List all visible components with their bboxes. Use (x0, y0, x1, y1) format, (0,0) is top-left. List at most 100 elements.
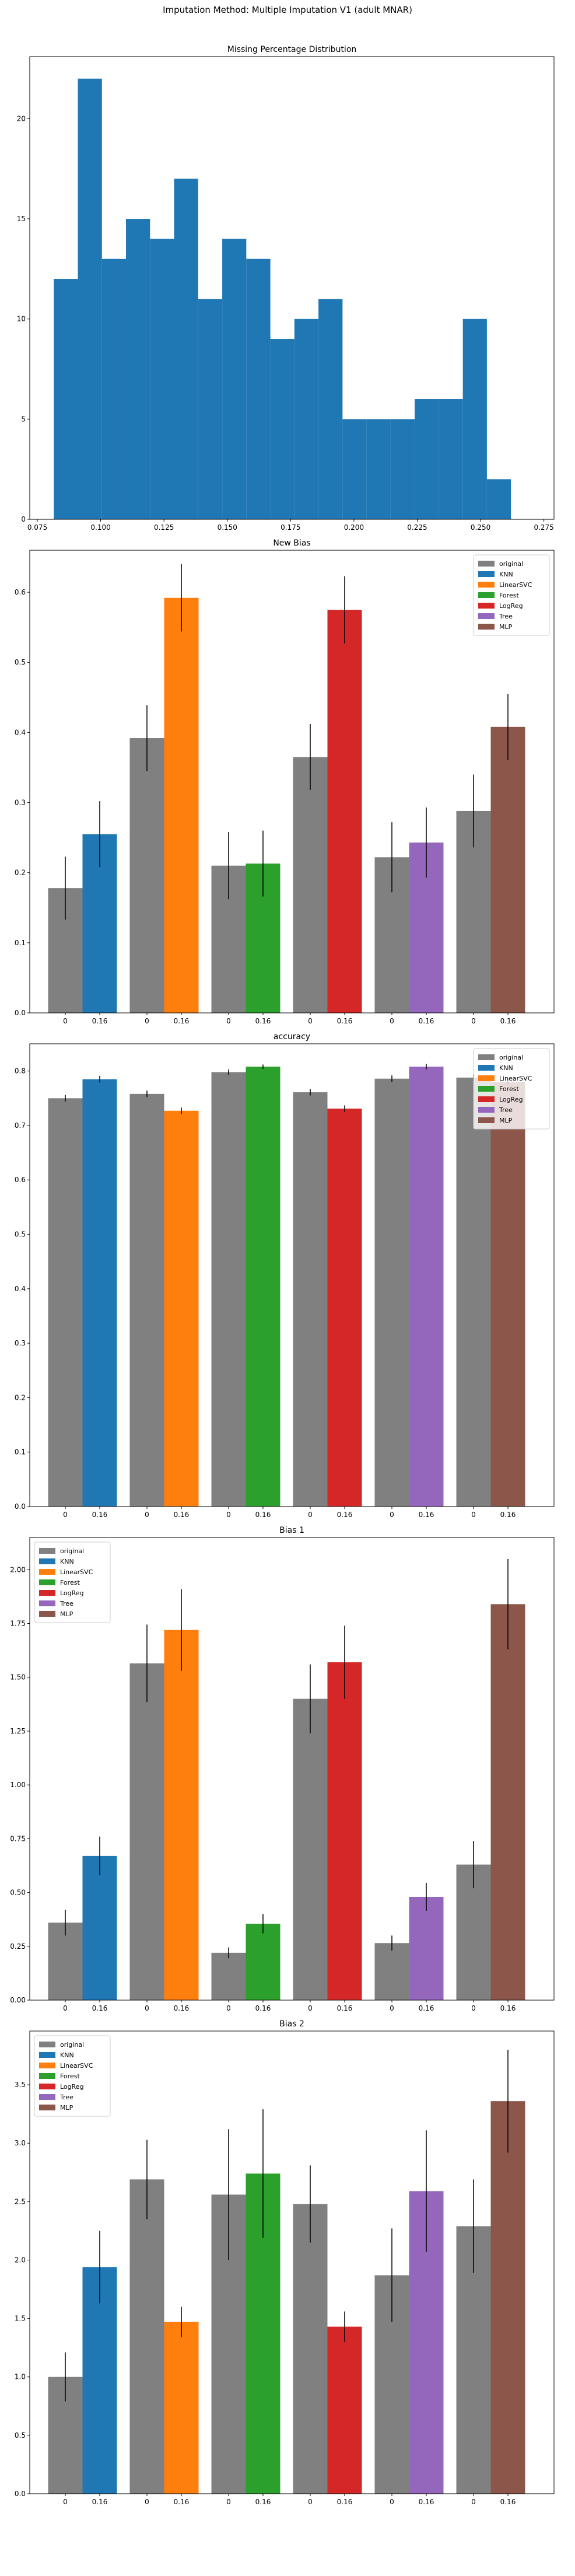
bar-linearsvc (164, 1110, 199, 1507)
y-tick-label: 5 (21, 415, 26, 423)
x-tick-label: 0 (390, 1511, 394, 1519)
legend-label: MLP (499, 623, 513, 631)
legend-swatch (39, 1558, 55, 1564)
x-tick-label: 0.16 (92, 2498, 108, 2506)
legend-swatch (478, 561, 495, 567)
legend: original KNN LinearSVC Forest LogReg Tree MLP (473, 1048, 550, 1130)
bar-mlp (490, 726, 525, 1013)
x-tick-label: 0.075 (27, 523, 47, 532)
y-tick-label: 0.8 (15, 1067, 26, 1075)
x-tick-label: 0.150 (218, 523, 237, 532)
chart-title: New Bias (273, 539, 310, 548)
axes-bar-3: Bias 1 0 0.16 0 0.16 0 0.16 0 0.16 0 0.16 0 0.16 0.00… (10, 1526, 555, 2012)
legend-label: MLP (499, 1117, 513, 1124)
hist-bar (415, 399, 439, 519)
x-tick-label: 0.16 (174, 2004, 190, 2012)
legend-label: MLP (60, 2104, 73, 2112)
bar-original (293, 757, 328, 1013)
x-tick-label: 0 (308, 1511, 313, 1519)
bar-original (129, 1663, 164, 2000)
y-tick-label: 3.0 (15, 2139, 26, 2147)
legend-label: LinearSVC (499, 1075, 532, 1082)
x-tick-label: 0 (226, 2004, 231, 2012)
y-tick-label: 0.0 (15, 2490, 26, 2498)
legend: original KNN LinearSVC Forest LogReg Tree MLP (34, 2035, 111, 2117)
legend-swatch (478, 624, 495, 630)
bar-mlp (490, 1082, 525, 1507)
axes-bar-2: accuracy 0 0.16 0 0.16 0 0.16 0 0.16 0 0.16 0 0.16 0.… (15, 1032, 555, 1519)
legend-label: KNN (60, 1558, 74, 1565)
legend-label: Forest (60, 2072, 80, 2080)
legend-swatch (478, 1117, 495, 1123)
x-tick-label: 0.16 (500, 2498, 516, 2506)
y-tick-label: 0.3 (15, 1339, 26, 1347)
chart-title: Missing Percentage Distribution (227, 45, 357, 54)
bar-knn (82, 1079, 117, 1507)
legend: original KNN LinearSVC Forest LogReg Tree MLP (473, 554, 550, 636)
legend-swatch (478, 1054, 495, 1060)
hist-bar (366, 419, 391, 519)
bar-original (293, 1698, 328, 2000)
y-tick-label: 0.5 (15, 1231, 26, 1239)
legend-label: LogReg (60, 1589, 84, 1597)
y-tick-label: 10 (17, 315, 26, 323)
axes-frame-top (29, 2030, 555, 2494)
x-tick-label: 0 (390, 2004, 394, 2012)
x-tick-label: 0.16 (419, 1017, 434, 1025)
legend-swatch (39, 2084, 55, 2089)
bar-linearsvc (164, 597, 199, 1013)
y-tick-label: 0.3 (15, 799, 26, 807)
x-tick-label: 0 (308, 2004, 313, 2012)
x-tick-label: 0 (145, 2498, 149, 2506)
legend-swatch (478, 603, 495, 609)
legend-label: LinearSVC (499, 581, 532, 589)
y-tick-label: 3.5 (15, 2081, 26, 2089)
legend-label: LogReg (499, 602, 523, 610)
hist-bar (78, 78, 102, 519)
x-tick-label: 0.16 (255, 1511, 271, 1519)
legend-swatch (478, 1075, 495, 1081)
axes-frame-top (29, 56, 555, 520)
x-tick-label: 0 (471, 1511, 476, 1519)
x-tick-label: 0.200 (344, 523, 364, 532)
x-tick-label: 0.16 (337, 1017, 353, 1025)
legend-swatch (39, 1600, 55, 1606)
y-tick-label: 0.4 (15, 1285, 26, 1293)
x-tick-label: 0 (471, 2498, 476, 2506)
x-tick-label: 0.16 (419, 2498, 434, 2506)
legend-label: Tree (59, 2093, 73, 2101)
legend-swatch (39, 1611, 55, 1617)
x-tick-label: 0.16 (174, 1017, 190, 1025)
x-tick-label: 0.100 (90, 523, 110, 532)
legend-label: MLP (60, 1610, 73, 1618)
x-tick-label: 0 (390, 2498, 394, 2506)
legend-label: Tree (59, 1600, 73, 1607)
bar-logreg (327, 1109, 362, 1507)
x-tick-label: 0 (145, 1511, 149, 1519)
legend-swatch (39, 2073, 55, 2079)
legend-swatch (39, 1569, 55, 1575)
bar-original (211, 1072, 246, 1507)
hist-bar (54, 279, 78, 519)
bar-forest (246, 1067, 281, 1507)
bar-original (374, 1078, 409, 1507)
legend-swatch (39, 1548, 55, 1554)
legend-swatch (478, 1086, 495, 1092)
x-tick-label: 0 (471, 1017, 476, 1025)
y-tick-label: 0.7 (15, 1121, 26, 1130)
x-tick-label: 0.250 (471, 523, 490, 532)
x-tick-label: 0 (226, 1511, 231, 1519)
x-tick-label: 0 (145, 2004, 149, 2012)
bar-original (374, 1943, 409, 2000)
legend-swatch (39, 1590, 55, 1596)
x-tick-label: 0.16 (255, 2498, 271, 2506)
bar-tree (409, 1067, 444, 1507)
hist-bar (222, 239, 247, 519)
legend-swatch (478, 1065, 495, 1071)
chart-title: Bias 2 (279, 2019, 304, 2029)
y-tick-label: 0.75 (10, 1834, 26, 1843)
hist-bar (126, 219, 150, 519)
x-tick-label: 0 (63, 2498, 68, 2506)
legend-label: KNN (499, 571, 513, 578)
legend-label: original (499, 560, 523, 568)
